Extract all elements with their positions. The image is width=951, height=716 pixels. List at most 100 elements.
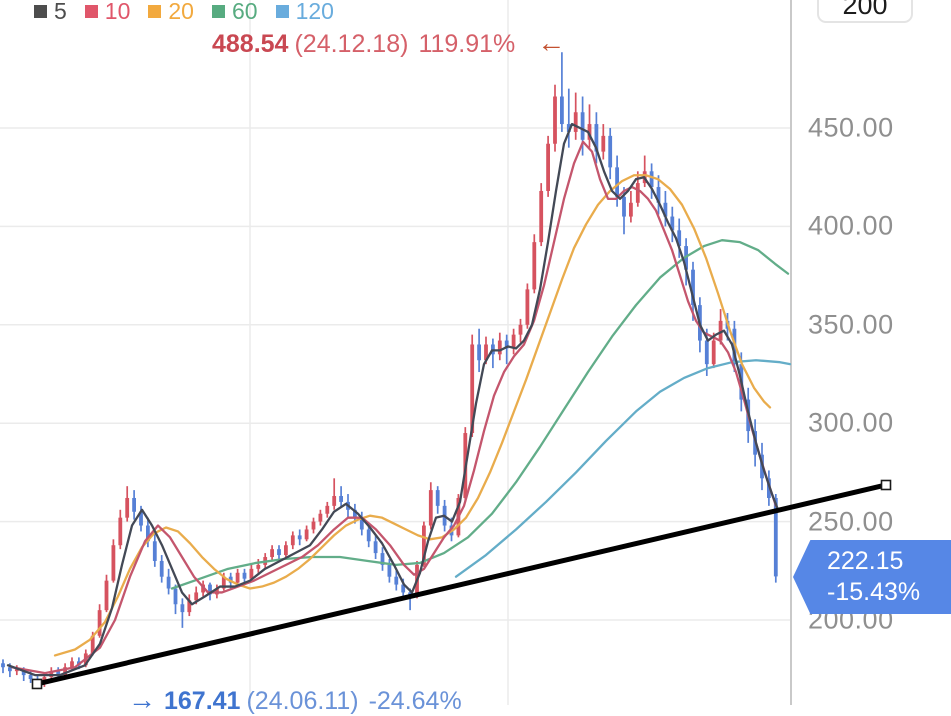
candle-body bbox=[532, 242, 537, 290]
current-price-tag: 222.15 -15.43% bbox=[793, 540, 951, 614]
candle-body bbox=[470, 344, 475, 434]
candle-body bbox=[511, 334, 516, 349]
candle-body bbox=[504, 340, 509, 349]
candle-body bbox=[366, 529, 371, 542]
ma-line-5 bbox=[6, 122, 780, 677]
axis-label-300: 300.00 bbox=[808, 407, 894, 438]
candle-body bbox=[28, 675, 33, 680]
candle-body bbox=[332, 496, 337, 506]
legend-item-ma5[interactable]: 5 bbox=[34, 0, 67, 25]
candle-body bbox=[656, 187, 661, 203]
ma5-swatch-icon bbox=[34, 5, 47, 18]
ma-line-10 bbox=[10, 140, 778, 675]
high-price-value: 488.54 bbox=[212, 30, 289, 58]
low-price-date: (24.06.11) bbox=[246, 687, 359, 715]
candle-body bbox=[180, 604, 185, 613]
legend-item-ma20[interactable]: 20 bbox=[148, 0, 194, 25]
candle-body bbox=[373, 541, 378, 554]
candle-body bbox=[635, 183, 640, 203]
candle-body bbox=[256, 564, 261, 569]
high-price-date: (24.12.18) bbox=[294, 30, 409, 58]
candle-body bbox=[111, 545, 116, 581]
candle-body bbox=[139, 511, 143, 526]
axis-label-450: 450.00 bbox=[808, 112, 894, 143]
candle-body bbox=[387, 564, 392, 577]
ma-line-20 bbox=[53, 174, 772, 657]
candle-body bbox=[284, 545, 288, 556]
candle-body bbox=[670, 216, 675, 231]
legend-item-ma120[interactable]: 120 bbox=[275, 0, 334, 25]
candle-body bbox=[208, 584, 212, 595]
candle-body bbox=[484, 344, 488, 361]
candle-body bbox=[353, 509, 357, 518]
legend-label: 120 bbox=[295, 0, 334, 24]
candle-body bbox=[228, 576, 233, 583]
candle-body bbox=[132, 497, 136, 512]
candle-body bbox=[8, 667, 12, 672]
candle-body bbox=[290, 535, 295, 546]
candle-body bbox=[587, 124, 592, 140]
candle-body bbox=[663, 202, 668, 217]
candle-body bbox=[104, 580, 109, 611]
axis-label-400: 400.00 bbox=[808, 210, 894, 241]
candle-body bbox=[553, 96, 557, 144]
candle-body bbox=[622, 196, 626, 217]
candle-body bbox=[235, 572, 240, 583]
low-price-percent: -24.64% bbox=[368, 687, 462, 715]
candle-body bbox=[56, 671, 61, 676]
candle-body bbox=[580, 112, 585, 140]
ma10-swatch-icon bbox=[84, 5, 98, 18]
trend-handle[interactable] bbox=[880, 479, 892, 491]
legend-label: 5 bbox=[54, 0, 67, 24]
candle-body bbox=[677, 230, 682, 247]
axis-label-350: 350.00 bbox=[808, 309, 894, 340]
ma120-swatch-icon bbox=[275, 5, 289, 18]
candle-body bbox=[221, 576, 226, 589]
candle-body bbox=[14, 669, 19, 672]
candle-body bbox=[601, 135, 606, 152]
candle-body bbox=[594, 124, 599, 152]
candle-body bbox=[325, 505, 330, 514]
candle-body bbox=[339, 496, 343, 502]
interval-button[interactable]: 200 bbox=[817, 0, 913, 23]
candle-body bbox=[773, 497, 778, 577]
candle-body bbox=[277, 549, 281, 556]
candle-body bbox=[125, 497, 130, 518]
candle-body bbox=[615, 167, 619, 197]
candle-body bbox=[152, 541, 157, 561]
legend-label: 60 bbox=[231, 0, 258, 24]
candle-body bbox=[525, 289, 530, 325]
candle-body bbox=[428, 490, 433, 526]
candle-body bbox=[249, 568, 254, 579]
candle-body bbox=[242, 572, 247, 579]
candle-body bbox=[711, 340, 716, 365]
left-arrow-icon: ← bbox=[537, 27, 566, 58]
candle-body bbox=[187, 600, 192, 613]
legend-item-ma60[interactable]: 60 bbox=[211, 0, 258, 25]
high-price-marker: 488.54 (24.12.18) 119.91% ← bbox=[212, 27, 565, 59]
candle-body bbox=[297, 535, 302, 540]
candle-body bbox=[649, 171, 654, 188]
candle-body bbox=[146, 525, 150, 542]
candle-body bbox=[546, 143, 550, 191]
legend-label: 10 bbox=[104, 0, 131, 24]
high-price-percent: 119.91% bbox=[418, 30, 516, 58]
candle-body bbox=[629, 202, 633, 217]
current-price-change: -15.43% bbox=[827, 578, 921, 606]
ma20-swatch-icon bbox=[148, 5, 162, 18]
candle-body bbox=[318, 513, 323, 522]
candle-body bbox=[380, 553, 385, 565]
candle-body bbox=[718, 320, 723, 341]
candle-body bbox=[560, 96, 564, 125]
trend-handle[interactable] bbox=[31, 678, 43, 690]
candle-body bbox=[304, 529, 309, 540]
axis-label-250: 250.00 bbox=[808, 506, 894, 537]
candle-body bbox=[477, 344, 481, 361]
legend-item-ma10[interactable]: 10 bbox=[84, 0, 131, 25]
candle-body bbox=[194, 592, 199, 601]
candle-body bbox=[394, 576, 399, 585]
candle-body bbox=[401, 584, 406, 593]
candle-body bbox=[573, 112, 578, 132]
